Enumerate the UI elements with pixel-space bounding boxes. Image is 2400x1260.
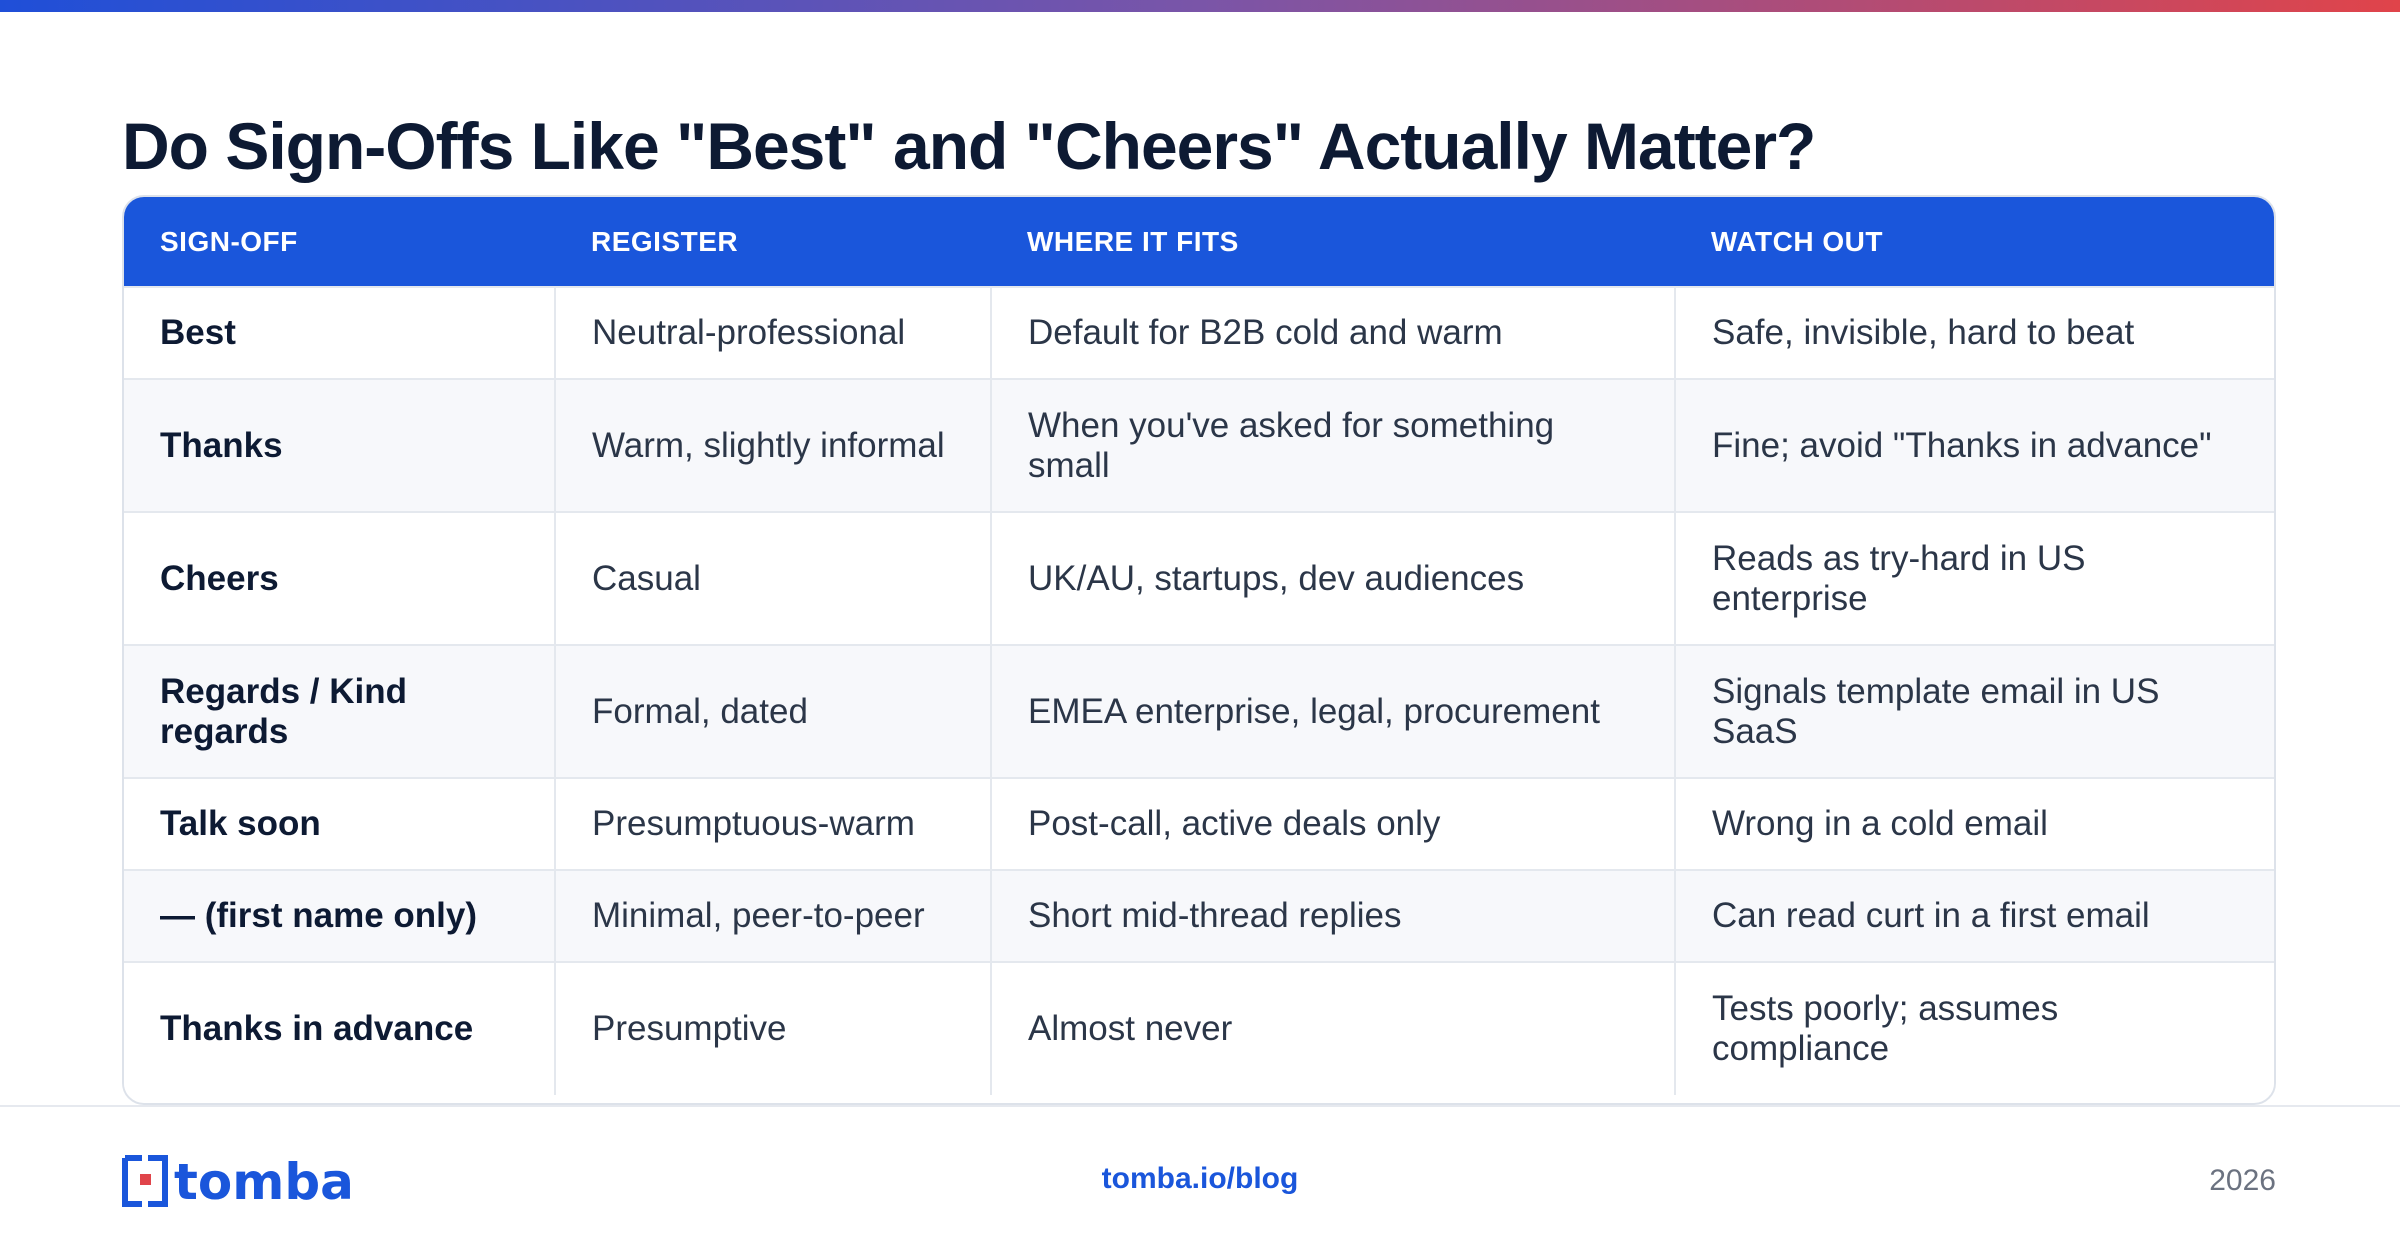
cell-register: Presumptuous-warm [555,777,992,870]
footer-divider [0,1105,2400,1107]
cell-signoff: Cheers [124,511,556,645]
table-row: — (first name only) Minimal, peer-to-pee… [124,869,2274,962]
cell-watch-out: Fine; avoid "Thanks in advance" [1675,378,2274,512]
cell-register: Neutral-professional [555,286,992,379]
cell-signoff: Best [124,286,556,379]
table-row: Cheers Casual UK/AU, startups, dev audie… [124,511,2274,645]
accent-gradient-bar [0,0,2400,12]
column-header-signoff: SIGN-OFF [160,225,298,257]
cell-register: Casual [555,511,992,645]
table-row: Best Neutral-professional Default for B2… [124,286,2274,379]
cell-watch-out: Reads as try-hard in US enterprise [1675,511,2274,645]
tomba-logo[interactable]: tomba [122,1155,382,1207]
table-header-row: SIGN-OFF REGISTER WHERE IT FITS WATCH OU… [124,197,2274,287]
table-row: Regards / Kind regards Formal, dated EME… [124,644,2274,778]
cell-where-it-fits: Post-call, active deals only [991,777,1676,870]
cell-where-it-fits: Short mid-thread replies [991,869,1676,962]
column-header-register: REGISTER [591,225,739,257]
cell-signoff: Thanks in advance [124,961,556,1095]
cell-where-it-fits: Default for B2B cold and warm [991,286,1676,379]
cell-signoff: Thanks [124,378,556,512]
footer-year: 2026 [2209,1164,2276,1197]
cell-watch-out: Tests poorly; assumes compliance [1675,961,2274,1095]
cell-register: Minimal, peer-to-peer [555,869,992,962]
column-header-watch-out: WATCH OUT [1711,225,1883,257]
table-row: Talk soon Presumptuous-warm Post-call, a… [124,777,2274,870]
cell-where-it-fits: When you've asked for something small [991,378,1676,512]
table-row: Thanks in advance Presumptive Almost nev… [124,961,2274,1095]
cell-watch-out: Can read curt in a first email [1675,869,2274,962]
cell-watch-out: Wrong in a cold email [1675,777,2274,870]
signoff-table: SIGN-OFF REGISTER WHERE IT FITS WATCH OU… [124,197,2274,1095]
blog-link[interactable]: tomba.io/blog [1101,1162,1299,1195]
cell-register: Presumptive [555,961,992,1095]
tomba-logo-icon: tomba [122,1155,354,1207]
cell-signoff: Regards / Kind regards [124,644,556,778]
cell-signoff: Talk soon [124,777,556,870]
table-row: Thanks Warm, slightly informal When you'… [124,378,2274,512]
column-header-where-it-fits: WHERE IT FITS [1027,225,1239,257]
cell-where-it-fits: UK/AU, startups, dev audiences [991,511,1676,645]
cell-register: Formal, dated [555,644,992,778]
cell-signoff: — (first name only) [124,869,556,962]
cell-where-it-fits: EMEA enterprise, legal, procurement [991,644,1676,778]
cell-register: Warm, slightly informal [555,378,992,512]
logo-wordmark: tomba [174,1155,354,1207]
page-title: Do Sign-Offs Like "Best" and "Cheers" Ac… [122,109,1816,183]
cell-where-it-fits: Almost never [991,961,1676,1095]
cell-watch-out: Safe, invisible, hard to beat [1675,286,2274,379]
signoff-table-container: SIGN-OFF REGISTER WHERE IT FITS WATCH OU… [122,195,2276,1105]
cell-watch-out: Signals template email in US SaaS [1675,644,2274,778]
